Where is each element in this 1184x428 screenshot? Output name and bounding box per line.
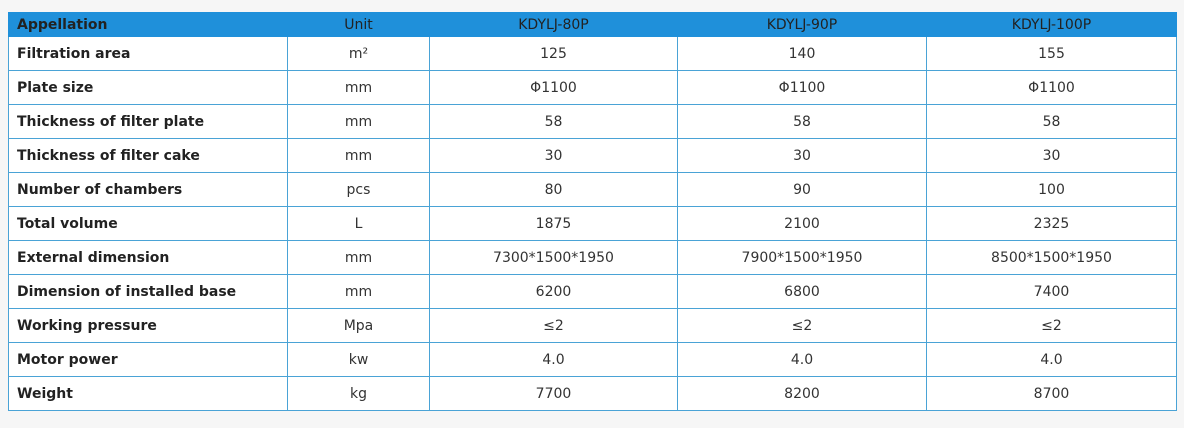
table-cell: 8200 xyxy=(677,376,927,411)
table-cell: 58 xyxy=(677,104,927,139)
table-row: Number of chambers pcs 80 90 100 xyxy=(8,172,1177,207)
table-row: Thickness of filter plate mm 58 58 58 xyxy=(8,104,1177,139)
table-cell: Dimension of installed base xyxy=(8,274,288,309)
table-cell: m² xyxy=(287,36,430,71)
table-row: Working pressure Mpa ≤2 ≤2 ≤2 xyxy=(8,308,1177,343)
table-row: Plate size mm Φ1100 Φ1100 Φ1100 xyxy=(8,70,1177,105)
table-cell: 125 xyxy=(429,36,678,71)
table-cell: Weight xyxy=(8,376,288,411)
table-cell: Φ1100 xyxy=(677,70,927,105)
table-row: Thickness of filter cake mm 30 30 30 xyxy=(8,138,1177,173)
table-row: Filtration area m² 125 140 155 xyxy=(8,36,1177,71)
table-cell: 155 xyxy=(926,36,1177,71)
table-cell: 30 xyxy=(677,138,927,173)
table-body: Appellation Unit KDYLJ-80P KDYLJ-90P KDYLJ-1… xyxy=(8,12,1177,411)
table-cell: pcs xyxy=(287,172,430,207)
spec-table-wrap: Appellation Unit KDYLJ-80P KDYLJ-90P KDYLJ-1… xyxy=(8,12,1177,411)
table-cell: mm xyxy=(287,274,430,309)
table-cell: 58 xyxy=(429,104,678,139)
table-cell: 6800 xyxy=(677,274,927,309)
table-cell: Total volume xyxy=(8,206,288,241)
table-cell: 90 xyxy=(677,172,927,207)
header-cell: Appellation xyxy=(8,12,288,37)
table-cell: 7700 xyxy=(429,376,678,411)
table-cell: 7900*1500*1950 xyxy=(677,240,927,275)
header-cell: Unit xyxy=(287,12,430,37)
table-cell: 4.0 xyxy=(677,342,927,377)
table-cell: Plate size xyxy=(8,70,288,105)
table-row: Weight kg 7700 8200 8700 xyxy=(8,376,1177,411)
table-cell: 2325 xyxy=(926,206,1177,241)
table-cell: mm xyxy=(287,138,430,173)
table-cell: mm xyxy=(287,240,430,275)
table-row: Motor power kw 4.0 4.0 4.0 xyxy=(8,342,1177,377)
table-cell: 80 xyxy=(429,172,678,207)
table-cell: ≤2 xyxy=(429,308,678,343)
table-cell: kw xyxy=(287,342,430,377)
table-cell: 7300*1500*1950 xyxy=(429,240,678,275)
table-cell: Φ1100 xyxy=(926,70,1177,105)
table-cell: 100 xyxy=(926,172,1177,207)
table-cell: mm xyxy=(287,70,430,105)
table-cell: 2100 xyxy=(677,206,927,241)
table-cell: 58 xyxy=(926,104,1177,139)
table-cell: Filtration area xyxy=(8,36,288,71)
table-cell: ≤2 xyxy=(926,308,1177,343)
header-cell: KDYLJ-100P xyxy=(926,12,1177,37)
table-cell: 8700 xyxy=(926,376,1177,411)
table-cell: 8500*1500*1950 xyxy=(926,240,1177,275)
table-cell: 7400 xyxy=(926,274,1177,309)
spec-table: Appellation Unit KDYLJ-80P KDYLJ-90P KDYLJ-1… xyxy=(8,12,1177,411)
table-row: Total volume L 1875 2100 2325 xyxy=(8,206,1177,241)
table-row: Dimension of installed base mm 6200 6800 740… xyxy=(8,274,1177,309)
table-cell: Number of chambers xyxy=(8,172,288,207)
table-cell: Thickness of filter cake xyxy=(8,138,288,173)
table-cell: 6200 xyxy=(429,274,678,309)
table-cell: kg xyxy=(287,376,430,411)
header-row: Appellation Unit KDYLJ-80P KDYLJ-90P KDYLJ-1… xyxy=(8,12,1177,37)
table-cell: 1875 xyxy=(429,206,678,241)
table-cell: Motor power xyxy=(8,342,288,377)
table-cell: mm xyxy=(287,104,430,139)
table-cell: 30 xyxy=(429,138,678,173)
table-row: External dimension mm 7300*1500*1950 7900*1… xyxy=(8,240,1177,275)
table-cell: 4.0 xyxy=(926,342,1177,377)
table-cell: Thickness of filter plate xyxy=(8,104,288,139)
header-cell: KDYLJ-90P xyxy=(677,12,927,37)
table-cell: External dimension xyxy=(8,240,288,275)
table-cell: 30 xyxy=(926,138,1177,173)
table-cell: ≤2 xyxy=(677,308,927,343)
header-cell: KDYLJ-80P xyxy=(429,12,678,37)
table-cell: 140 xyxy=(677,36,927,71)
table-cell: Working pressure xyxy=(8,308,288,343)
table-cell: Mpa xyxy=(287,308,430,343)
table-cell: Φ1100 xyxy=(429,70,678,105)
table-cell: 4.0 xyxy=(429,342,678,377)
table-cell: L xyxy=(287,206,430,241)
